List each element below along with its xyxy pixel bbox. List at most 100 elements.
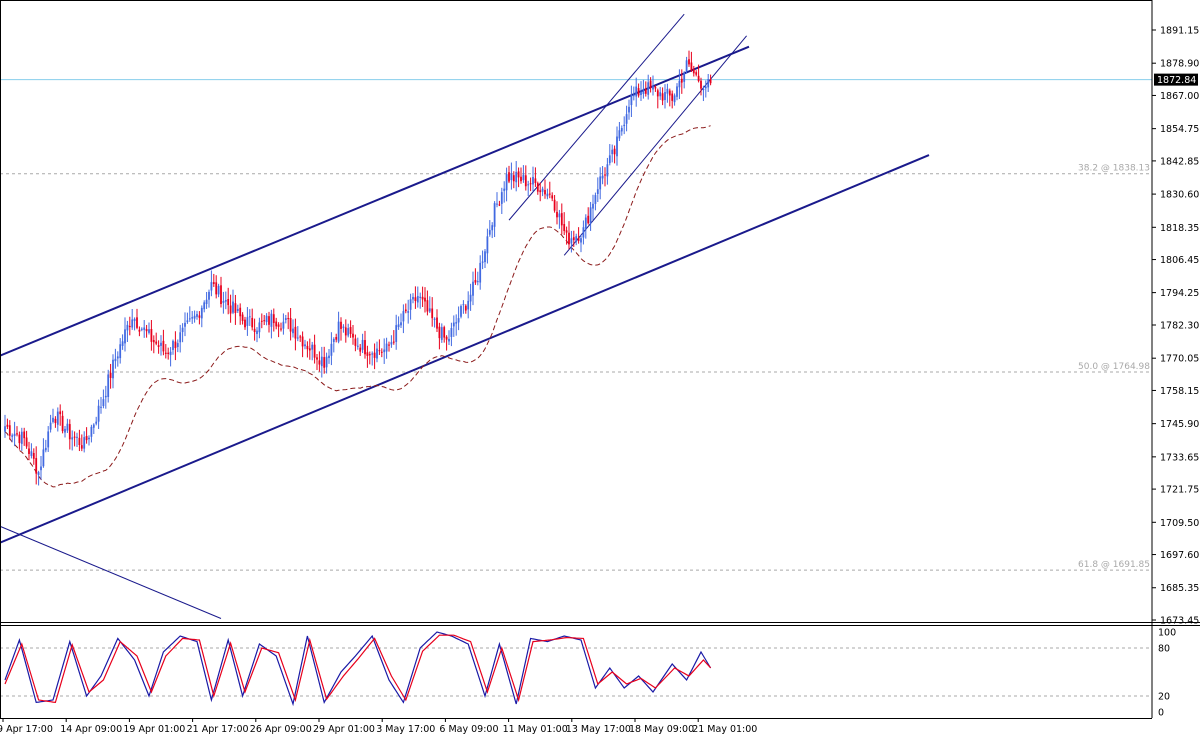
candle bbox=[692, 65, 695, 77]
candle-body bbox=[23, 431, 26, 439]
candle bbox=[515, 161, 518, 192]
candle bbox=[548, 181, 551, 199]
candle-body bbox=[647, 82, 650, 95]
price-tick-label: 1794.25 bbox=[1160, 288, 1199, 299]
candle bbox=[73, 431, 76, 447]
candle-body bbox=[68, 424, 71, 440]
candle-body bbox=[613, 148, 616, 155]
candle-body bbox=[272, 314, 275, 324]
candle bbox=[522, 165, 525, 183]
candle bbox=[224, 291, 227, 310]
candle bbox=[8, 420, 11, 440]
candle-body bbox=[527, 184, 530, 186]
candle-body bbox=[680, 78, 683, 83]
candle bbox=[409, 293, 412, 320]
candle bbox=[272, 308, 275, 332]
descending-line[interactable] bbox=[0, 525, 222, 619]
candle bbox=[340, 317, 342, 341]
candle bbox=[354, 334, 357, 352]
candle-body bbox=[179, 332, 182, 343]
stochastic-panel bbox=[0, 628, 1152, 718]
candle-body bbox=[625, 114, 628, 124]
inner-channel-lower-line[interactable] bbox=[563, 35, 747, 256]
candle bbox=[188, 306, 191, 322]
candle-body bbox=[688, 59, 690, 65]
candle bbox=[404, 303, 407, 314]
candle-body bbox=[395, 325, 398, 342]
candle-body bbox=[392, 341, 395, 343]
candle bbox=[620, 125, 623, 136]
candle bbox=[486, 228, 489, 264]
candle-body bbox=[493, 203, 496, 227]
candle-body bbox=[388, 344, 390, 346]
candle-body bbox=[707, 79, 710, 88]
candle bbox=[508, 165, 510, 184]
candle-body bbox=[176, 343, 179, 348]
price-tick-label: 1721.75 bbox=[1160, 485, 1199, 496]
candle-body bbox=[220, 285, 222, 305]
candle bbox=[174, 331, 177, 361]
candle bbox=[236, 304, 239, 313]
candle-body bbox=[476, 281, 479, 283]
candle-body bbox=[325, 356, 328, 368]
price-tick-label: 1867.00 bbox=[1160, 91, 1199, 102]
candle bbox=[419, 292, 422, 309]
candle-body bbox=[474, 279, 477, 283]
candle bbox=[20, 427, 23, 451]
candle bbox=[601, 165, 604, 185]
candle-body bbox=[193, 315, 196, 319]
candle bbox=[56, 407, 59, 432]
candle-body bbox=[373, 352, 376, 358]
candle bbox=[397, 316, 400, 330]
candle bbox=[407, 299, 410, 324]
candle-body bbox=[500, 192, 503, 204]
stochastic-signal-line bbox=[4, 634, 712, 704]
candle-body bbox=[83, 437, 86, 449]
candle-body bbox=[59, 411, 62, 415]
candle-body bbox=[236, 308, 239, 312]
candle-body bbox=[481, 261, 484, 263]
candle-body bbox=[128, 325, 131, 328]
candle bbox=[472, 271, 474, 306]
channel-lower-line[interactable] bbox=[0, 154, 930, 544]
price-tick-label: 1733.65 bbox=[1160, 452, 1199, 463]
candle-body bbox=[54, 418, 57, 423]
candle-body bbox=[397, 324, 400, 328]
candle-body bbox=[630, 94, 633, 106]
candle bbox=[685, 56, 688, 74]
candle bbox=[92, 423, 95, 434]
candle-body bbox=[558, 213, 561, 218]
candle-body bbox=[234, 303, 237, 313]
candle bbox=[529, 177, 532, 192]
candle bbox=[611, 144, 614, 163]
candle bbox=[599, 167, 602, 200]
channel-upper-line[interactable] bbox=[0, 45, 750, 357]
candle-body bbox=[210, 282, 213, 291]
candle bbox=[457, 306, 460, 331]
candle-body bbox=[515, 171, 518, 183]
candle bbox=[344, 319, 347, 343]
candle-body bbox=[462, 304, 465, 306]
candle bbox=[385, 337, 388, 359]
candle-body bbox=[400, 322, 402, 326]
candle bbox=[162, 329, 165, 356]
candle-body bbox=[198, 315, 201, 318]
candle bbox=[119, 338, 122, 364]
candle-body bbox=[484, 251, 486, 263]
candle bbox=[376, 341, 378, 363]
candle-body bbox=[16, 433, 18, 435]
candle bbox=[210, 270, 213, 297]
price-tick-label: 1770.05 bbox=[1160, 354, 1199, 365]
candle bbox=[361, 333, 364, 354]
candle-body bbox=[28, 448, 30, 454]
candle bbox=[546, 188, 549, 200]
candle bbox=[277, 322, 280, 338]
candle bbox=[263, 315, 266, 326]
candle-body bbox=[486, 236, 489, 254]
candle bbox=[383, 338, 386, 364]
candle bbox=[124, 317, 126, 352]
candle bbox=[294, 318, 297, 351]
candle-body bbox=[496, 203, 498, 205]
